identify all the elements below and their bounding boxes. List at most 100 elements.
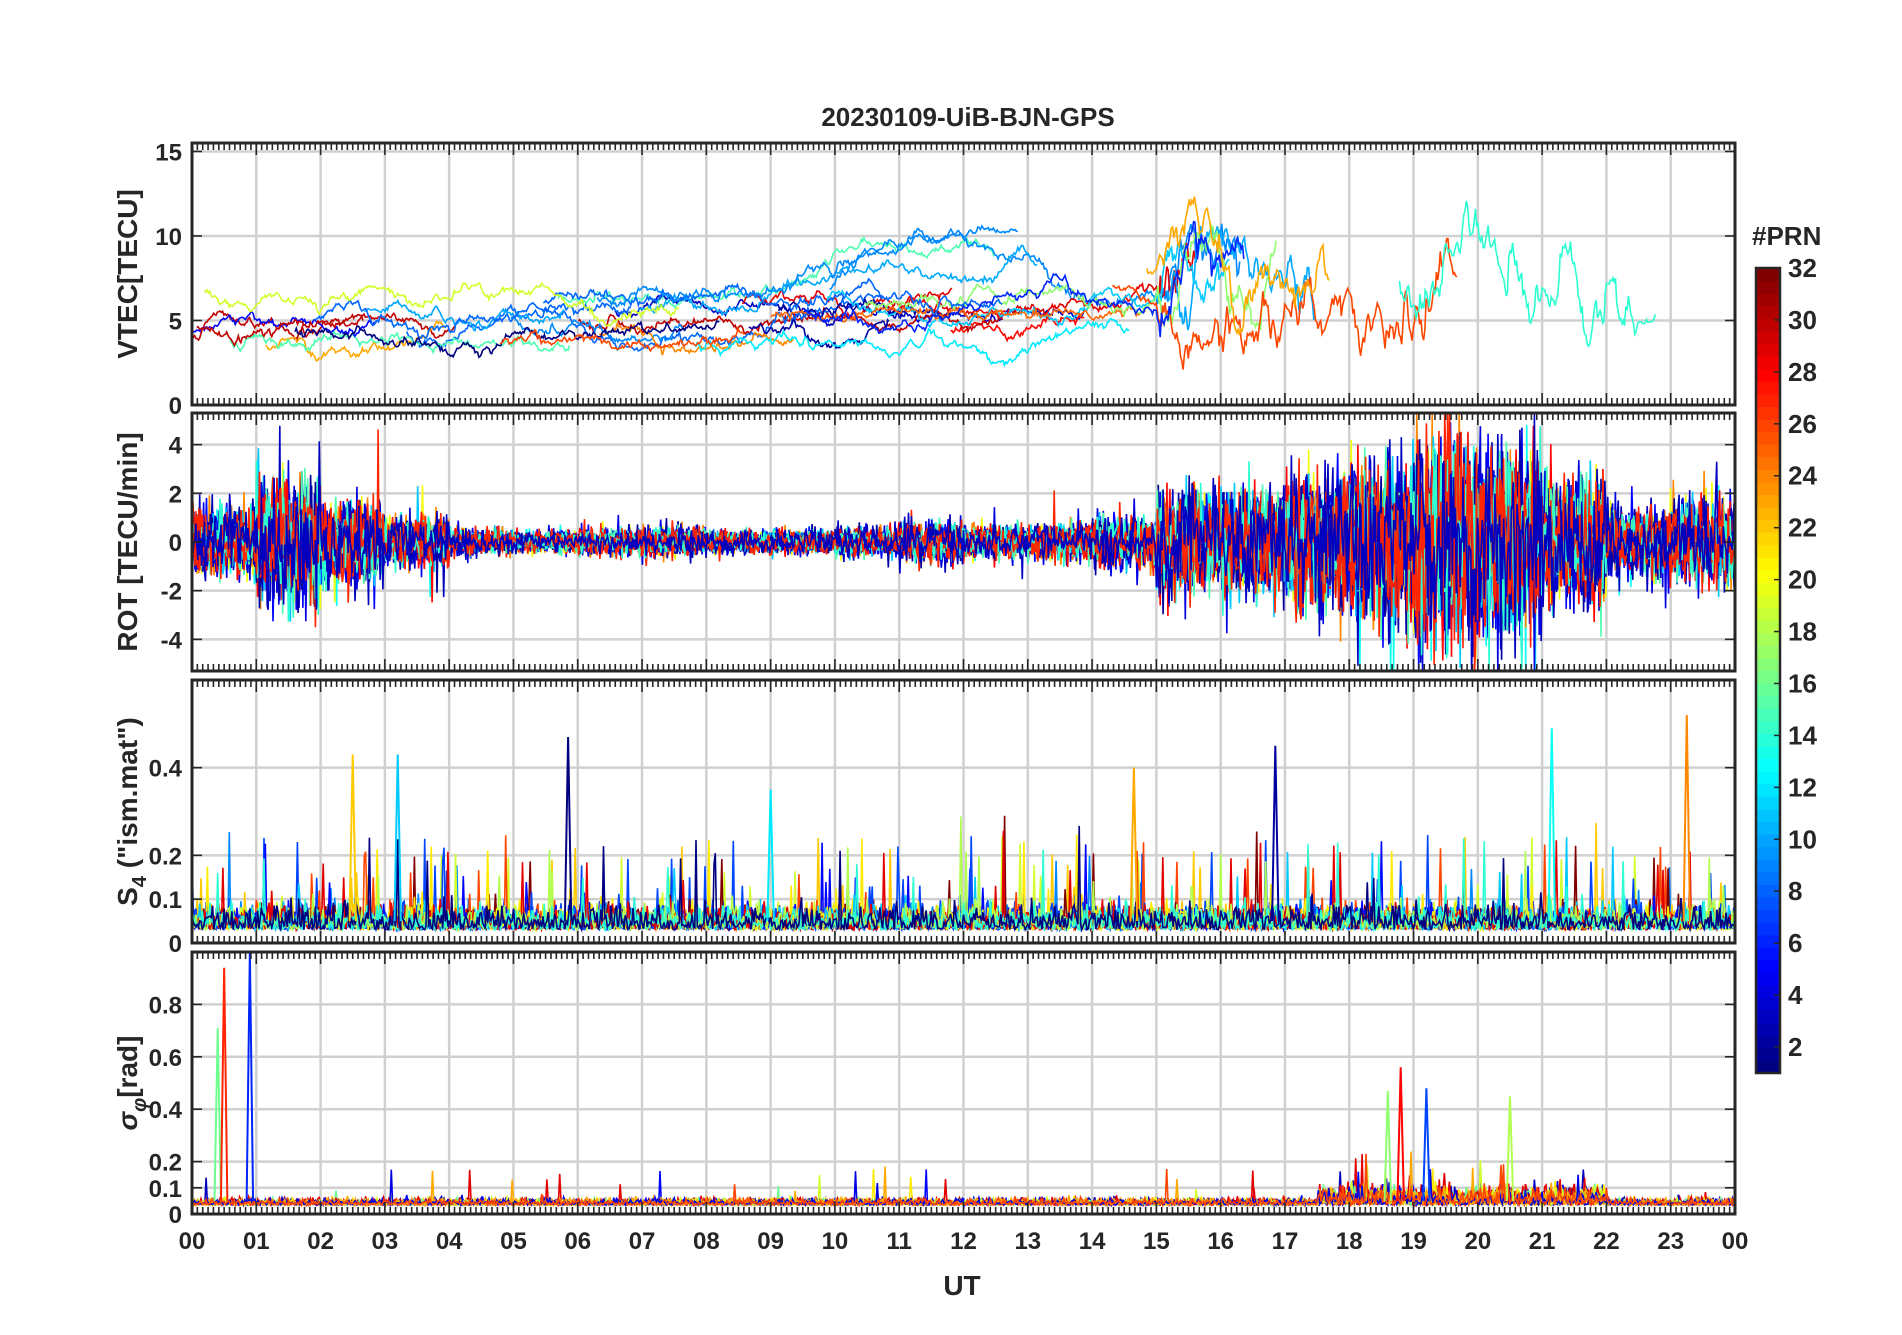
colorbar-tick-label: 28 xyxy=(1788,357,1817,387)
colorbar-tick-label: 20 xyxy=(1788,565,1817,595)
y-tick-label: 0 xyxy=(169,530,182,557)
panel-3-ylabel: S4 ("ism.mat") xyxy=(112,717,151,906)
vtec-series-prn2 xyxy=(748,318,890,350)
panel-2: -4 -2 0 2 4 ROT [TECU/min] xyxy=(112,411,1737,673)
vtec-series-prn26 xyxy=(499,325,745,353)
colorbar-segment xyxy=(1756,569,1780,584)
colorbar-segment xyxy=(1756,846,1780,860)
peak-mark xyxy=(1396,1067,1405,1201)
colorbar-segment xyxy=(1756,871,1780,885)
colorbar-segment xyxy=(1756,456,1780,470)
colorbar-segment xyxy=(1756,393,1780,407)
colorbar-tick-label: 24 xyxy=(1788,461,1817,491)
colorbar-segment xyxy=(1756,305,1780,319)
colorbar-segment xyxy=(1756,922,1780,936)
colorbar-segment xyxy=(1756,418,1780,433)
vtec-series-prn11 xyxy=(826,242,1230,329)
colorbar-segment xyxy=(1756,758,1780,772)
colorbar-segment xyxy=(1756,670,1780,684)
y-tick-label: 0 xyxy=(169,1202,182,1229)
colorbar-segment xyxy=(1756,909,1780,923)
colorbar-segment xyxy=(1756,381,1780,395)
vtec-series-prn9 xyxy=(829,223,1241,310)
colorbar-frame xyxy=(1754,266,1782,1075)
vtec-series-prn12 xyxy=(695,317,1130,368)
peak-mark xyxy=(393,754,402,922)
colorbar-segment xyxy=(1756,695,1780,709)
ylabel-rest: ("ism.mat") xyxy=(112,717,143,876)
y-tick-label: -4 xyxy=(161,627,183,654)
x-tick-label: 23 xyxy=(1657,1228,1684,1255)
s4-series-prn1 xyxy=(192,825,1735,933)
colorbar-segment xyxy=(1756,984,1780,999)
peak-mark xyxy=(1682,715,1691,922)
y-tick-label: 0.8 xyxy=(149,992,182,1019)
ylabel-sub: 4 xyxy=(129,875,151,887)
peak-mark xyxy=(245,952,255,1201)
panel-3: 00.10.20.4S4 ("ism.mat") xyxy=(112,678,1737,958)
colorbar-segment xyxy=(1756,859,1780,873)
y-tick-label: 0 xyxy=(169,393,182,420)
colorbar-segment xyxy=(1756,368,1780,382)
colorbar-segment xyxy=(1756,632,1780,646)
ylabel-main: σ xyxy=(112,1110,143,1130)
y-tick-label: 0.1 xyxy=(149,887,182,914)
colorbar-segment xyxy=(1756,934,1780,948)
x-tick-label: 13 xyxy=(1014,1228,1041,1255)
rot-series-prn3 xyxy=(192,413,1735,669)
colorbar-segment xyxy=(1756,519,1780,533)
colorbar-segment xyxy=(1756,972,1780,986)
vtec-series-prn6 xyxy=(803,220,1245,338)
colorbar-segment xyxy=(1756,1022,1780,1036)
colorbar-tick-label: 22 xyxy=(1788,513,1817,543)
colorbar-segment xyxy=(1756,494,1780,508)
x-tick-label: 16 xyxy=(1207,1228,1234,1255)
vtec-series-prn8 xyxy=(542,277,1003,316)
colorbar-segment xyxy=(1756,532,1780,546)
vtec-series-prn10 xyxy=(364,299,565,332)
colorbar-segment xyxy=(1756,607,1780,621)
x-tick-label: 10 xyxy=(822,1228,849,1255)
y-tick-label: 15 xyxy=(155,139,182,166)
x-tick-label: 00 xyxy=(179,1228,206,1255)
vtec-series-prn30 xyxy=(196,309,456,341)
peak-mark xyxy=(348,754,357,922)
x-tick-label: 09 xyxy=(757,1228,784,1255)
x-tick-label: 00 xyxy=(1722,1228,1749,1255)
vtec-series-prn28 xyxy=(950,314,1085,343)
x-tick-label: 02 xyxy=(307,1228,334,1255)
colorbar-tick-label: 10 xyxy=(1788,824,1817,854)
colorbar-tick-label: 2 xyxy=(1788,1032,1802,1062)
colorbar-segment xyxy=(1756,343,1780,357)
peak-mark xyxy=(1129,767,1139,922)
ylabel-main: S xyxy=(112,887,143,906)
x-tick-label: 03 xyxy=(372,1228,399,1255)
colorbar-segment xyxy=(1756,318,1780,332)
colorbar-segment xyxy=(1756,506,1780,521)
y-tick-label: -2 xyxy=(161,579,182,606)
colorbar-tick-label: 8 xyxy=(1788,876,1802,906)
colorbar-segment xyxy=(1756,268,1780,282)
x-tick-label: 19 xyxy=(1400,1228,1427,1255)
x-tick-label: 15 xyxy=(1143,1228,1170,1255)
vtec-series-prn30 xyxy=(192,314,364,348)
panel-4: 00.10.2 0.4 0.6 0.8 σφ[rad] 00 01 02 03 04 05 06 07 0… xyxy=(112,950,1749,1255)
colorbar-segment xyxy=(1756,406,1780,420)
panel-3-series xyxy=(192,715,1735,933)
vtec-series-prn10 xyxy=(1166,226,1315,331)
colorbar-segment xyxy=(1756,821,1780,835)
peak-mark xyxy=(766,789,775,922)
colorbar-segment xyxy=(1756,544,1780,558)
y-tick-label: 4 xyxy=(169,433,183,460)
colorbar-segment xyxy=(1756,557,1780,571)
vtec-series-prn29 xyxy=(886,242,1196,321)
peak-mark xyxy=(1271,745,1280,922)
y-tick-label: 0.4 xyxy=(149,1097,183,1124)
colorbar-segment xyxy=(1756,947,1780,961)
panel-2-ticks xyxy=(191,413,1736,671)
colorbar-tick-label: 4 xyxy=(1788,980,1803,1010)
colorbar-segment xyxy=(1756,733,1780,747)
vtec-series-prn9 xyxy=(510,313,687,344)
colorbar-tick-label: 12 xyxy=(1788,772,1817,802)
